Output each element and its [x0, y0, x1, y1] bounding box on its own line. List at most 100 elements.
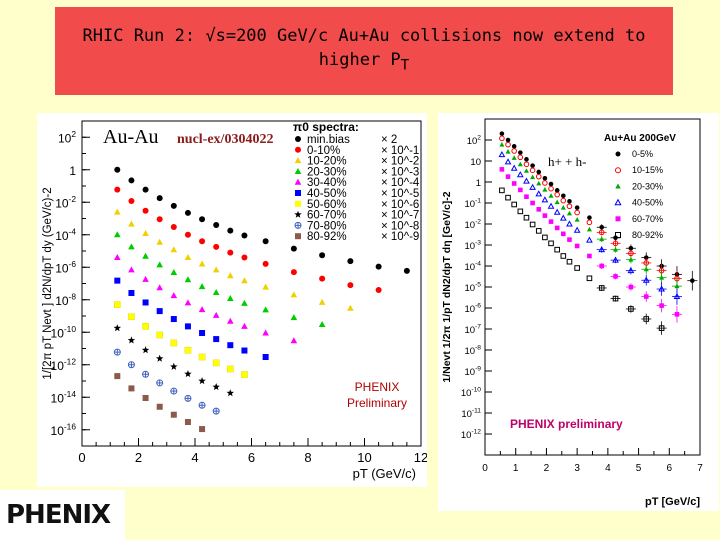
left-data-point: [262, 306, 269, 313]
left-data-point: [156, 216, 163, 223]
left-data-point: [241, 347, 248, 354]
right-y-tick-label: 10-10: [461, 387, 481, 399]
left-legend-marker: [295, 200, 301, 207]
right-data-point: [574, 217, 580, 222]
right-data-point: [674, 312, 680, 317]
right-data-point: [560, 205, 566, 210]
left-y-axis-label: 1/[2π pT Nevt ] d2N/dpT dy (GeV/c)-2: [42, 187, 54, 379]
left-data-point: [113, 324, 122, 332]
right-data-point: [523, 177, 530, 184]
right-data-point: [599, 263, 605, 269]
title-prefix: RHIC Run 2:: [82, 26, 206, 47]
right-data-point: [523, 214, 530, 221]
left-data-point: [128, 313, 135, 320]
right-data-point: [554, 191, 560, 198]
left-data-point: [142, 275, 149, 282]
right-data-point: [505, 148, 511, 154]
right-data-point: [541, 196, 549, 203]
left-data-point: [184, 347, 191, 354]
right-x-tick-label: 6: [667, 463, 673, 474]
phenix-logo-text: PHENIX: [6, 500, 111, 530]
title-line-2: higher PT: [319, 48, 409, 77]
right-y-tick-label: 10-7: [465, 324, 482, 336]
right-data-point: [628, 306, 634, 312]
left-data-point: [212, 407, 220, 415]
left-y-tick-label: 1: [69, 164, 76, 178]
right-data-point: [535, 173, 542, 180]
right-data-point: [516, 171, 524, 178]
left-data-point: [170, 246, 178, 253]
left-x-tick-label: 6: [248, 450, 255, 465]
right-data-point: [574, 205, 580, 210]
right-y-tick-label: 10-8: [465, 345, 482, 357]
right-data-point: [529, 183, 536, 190]
right-y-tick-label: 10-1: [465, 198, 482, 210]
right-legend-marker: [615, 232, 621, 238]
slide-title: RHIC Run 2: √s=200 GeV/c Au+Au collision…: [55, 7, 673, 95]
right-data-point: [613, 274, 618, 279]
left-y-tick-label: 102: [58, 129, 76, 145]
left-data-point: [156, 195, 163, 202]
right-data-point: [511, 148, 517, 154]
right-data-point: [535, 190, 543, 197]
right-data-point: [561, 231, 566, 237]
right-data-point: [561, 193, 566, 199]
right-data-point: [643, 266, 649, 272]
left-data-point: [170, 316, 177, 323]
right-legend-marker: [615, 151, 621, 157]
left-data-point: [347, 258, 354, 265]
left-data-point: [198, 283, 206, 290]
right-plot-frame: [484, 118, 701, 456]
left-data-point: [199, 426, 206, 433]
right-data-point: [673, 292, 681, 300]
left-legend-scale: × 10^-9: [381, 231, 419, 243]
left-data-point: [170, 339, 177, 346]
right-data-point: [567, 199, 572, 204]
title-suffix: s=200 GeV/c Au+Au collisions now extend …: [215, 26, 646, 47]
right-data-point: [586, 275, 593, 282]
right-x-tick-label: 1: [513, 463, 519, 474]
right-data-point: [628, 245, 634, 251]
left-legend-scale: × 10^-6: [381, 199, 419, 211]
left-data-point: [128, 177, 135, 184]
left-data-point: [128, 385, 135, 392]
left-data-point: [227, 227, 234, 234]
left-legend-marker: [295, 190, 301, 196]
left-data-point: [198, 260, 206, 267]
right-data-point: [499, 187, 505, 194]
phenix-logo: PHENIX: [0, 490, 125, 540]
right-data-point: [573, 226, 581, 233]
right-data-point: [643, 316, 650, 322]
left-data-point: [212, 266, 220, 273]
left-legend-scale: × 2: [381, 134, 397, 146]
left-legend-marker: [295, 146, 301, 153]
left-data-point: [142, 323, 149, 330]
right-y-tick-label: 102: [467, 135, 482, 147]
title-line-1: RHIC Run 2: √s=200 GeV/c Au+Au collision…: [83, 24, 646, 48]
left-data-point: [199, 216, 206, 223]
right-data-point: [529, 167, 536, 174]
left-data-point: [213, 359, 220, 366]
left-data-point: [128, 197, 135, 204]
right-x-axis-label: pT [GeV/c]: [645, 496, 700, 508]
left-legend-scale: × 10^-8: [381, 220, 419, 232]
left-data-point: [128, 266, 135, 273]
left-x-tick-label: 2: [135, 450, 142, 465]
left-data-point: [262, 260, 269, 267]
left-y-tick-label: 10-8: [55, 291, 76, 307]
left-data-point: [227, 295, 234, 302]
left-data-point: [319, 275, 326, 282]
left-data-point: [184, 394, 192, 402]
left-data-point: [290, 337, 298, 344]
right-data-point: [560, 197, 567, 204]
left-data-point: [170, 411, 177, 418]
right-y-tick-label: 10-5: [465, 282, 482, 294]
left-data-point: [212, 311, 220, 318]
left-legend-marker: [294, 178, 302, 185]
right-data-point: [574, 265, 580, 271]
right-data-point: [628, 284, 634, 290]
left-data-point: [375, 286, 382, 293]
left-data-point: [290, 269, 297, 276]
right-data-point: [542, 187, 548, 192]
left-data-point: [114, 166, 121, 173]
